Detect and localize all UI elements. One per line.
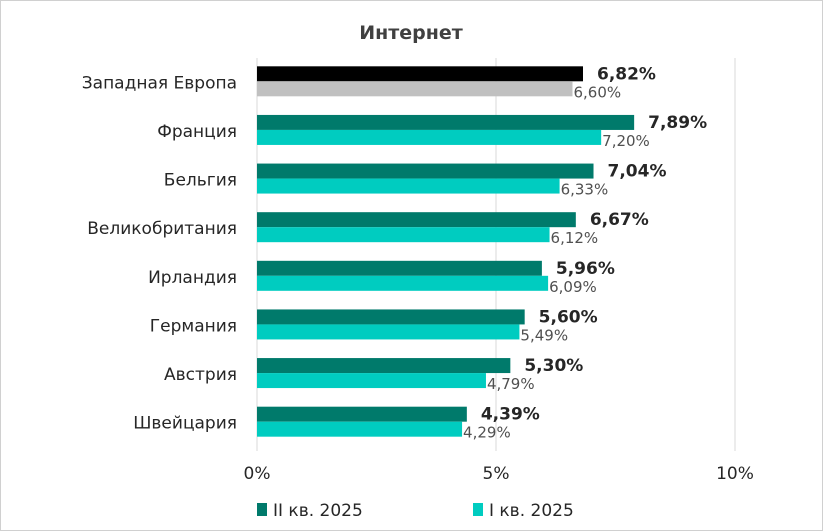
data-labels: 6,82%6,60% 7,89%7,20% 7,04%6,33% 6,67%6,12%… <box>463 64 707 441</box>
category-label: Германия <box>150 316 237 336</box>
data-label: 4,29% <box>463 424 511 442</box>
category-label: Австрия <box>164 365 237 385</box>
bar <box>257 309 525 325</box>
bar <box>257 227 550 243</box>
x-tick-label: 10% <box>716 464 754 484</box>
bar <box>257 421 463 437</box>
data-label: 7,04% <box>608 162 667 182</box>
data-label: 7,20% <box>602 132 650 150</box>
data-label: 6,09% <box>549 278 597 296</box>
data-label: 6,67% <box>590 210 649 230</box>
data-label: 6,12% <box>551 229 599 247</box>
bars <box>257 66 635 437</box>
category-labels: Западная Европа Франция Бельгия Великобрита… <box>82 73 237 433</box>
legend-label-q1: I кв. 2025 <box>489 501 574 521</box>
category-label: Западная Европа <box>82 73 237 93</box>
category-label: Великобритания <box>87 219 237 239</box>
data-label: 6,33% <box>561 181 609 199</box>
bar <box>257 260 542 276</box>
data-label: 5,30% <box>524 356 583 376</box>
bar <box>257 163 594 179</box>
legend-swatch-q1 <box>473 503 483 516</box>
bar <box>257 406 467 422</box>
category-label: Швейцария <box>133 414 237 434</box>
data-label: 5,60% <box>539 307 598 327</box>
bar <box>257 358 511 374</box>
x-tick-label: 5% <box>483 464 510 484</box>
bar <box>257 212 576 228</box>
x-tick-labels: 0% 5% 10% <box>244 464 754 484</box>
bar <box>257 275 549 291</box>
legend-label-q2: II кв. 2025 <box>273 501 363 521</box>
category-label: Ирландия <box>148 268 237 288</box>
chart-title: Интернет <box>359 22 463 44</box>
bar <box>257 66 583 82</box>
data-label: 6,82% <box>597 64 656 84</box>
data-label: 6,60% <box>573 83 621 101</box>
bar <box>257 178 560 194</box>
bar <box>257 324 520 340</box>
category-label: Бельгия <box>164 171 237 191</box>
legend: II кв. 2025 I кв. 2025 <box>257 501 574 521</box>
category-label: Франция <box>157 122 237 142</box>
bar <box>257 114 635 130</box>
bar <box>257 81 573 97</box>
bar <box>257 129 602 145</box>
data-label: 5,49% <box>520 326 568 344</box>
bar <box>257 373 486 389</box>
data-label: 4,79% <box>487 375 535 393</box>
x-tick-label: 0% <box>244 464 271 484</box>
data-label: 7,89% <box>648 113 707 133</box>
data-label: 5,96% <box>556 259 615 279</box>
data-label: 4,39% <box>481 405 540 425</box>
legend-swatch-q2 <box>257 503 267 516</box>
